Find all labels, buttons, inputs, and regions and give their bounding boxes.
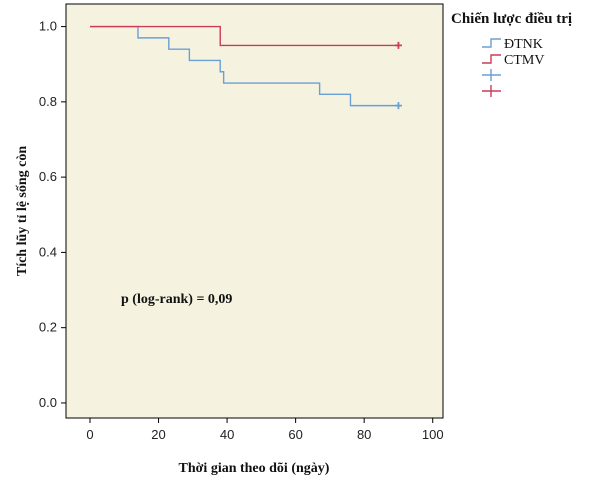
y-tick-label: 0.0 (39, 395, 57, 410)
y-tick-label: 0.4 (39, 244, 57, 259)
x-axis-title: Thời gian theo dõi (ngày) (179, 461, 330, 476)
legend-title: Chiến lược điều trị (451, 11, 572, 27)
y-tick-label: 0.6 (39, 169, 57, 184)
x-axis: 0 20 40 60 80 100 (86, 418, 444, 442)
legend-label-ctmv: CTMV (504, 53, 544, 68)
y-tick-label: 0.8 (39, 94, 57, 109)
x-tick-label: 40 (220, 427, 234, 442)
legend-label-dtnk: ĐTNK (504, 37, 543, 52)
x-tick-label: 100 (422, 427, 444, 442)
y-axis: 0.0 0.2 0.4 0.6 0.8 1.0 (39, 19, 66, 410)
y-axis-title: Tích lũy tỉ lệ sống còn (15, 146, 30, 277)
y-tick-label: 0.2 (39, 320, 57, 335)
legend-censor-dtnk (482, 69, 501, 81)
x-tick-label: 20 (151, 427, 165, 442)
x-tick-label: 80 (357, 427, 371, 442)
x-tick-label: 0 (86, 427, 93, 442)
legend-swatch-dtnk (482, 38, 501, 48)
survival-curve-dtnk (89, 25, 399, 107)
legend-censor-ctmv (482, 85, 501, 97)
survival-curve-ctmv (89, 25, 399, 47)
log-rank-annotation: p (log-rank) = 0,09 (121, 292, 232, 307)
survival-curves (89, 25, 402, 110)
censor-mark-dtnk (394, 102, 402, 110)
x-tick-label: 60 (288, 427, 302, 442)
censor-mark-ctmv (394, 41, 402, 49)
y-tick-label: 1.0 (39, 19, 57, 34)
plot-background (65, 3, 444, 419)
legend-swatch-ctmv (482, 54, 501, 64)
